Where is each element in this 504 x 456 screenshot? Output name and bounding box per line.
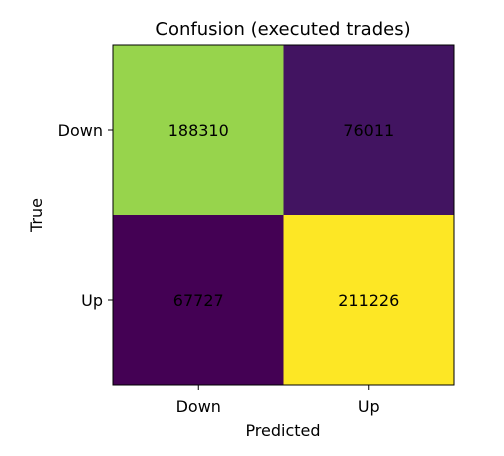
heatmap-cell	[283, 45, 454, 215]
heatmap-cells	[113, 45, 454, 385]
y-tick-label: Down	[58, 121, 103, 140]
y-tick-label: Up	[81, 291, 103, 310]
y-axis-label: True	[27, 198, 46, 233]
cell-value-label: 67727	[173, 291, 224, 310]
chart-title: Confusion (executed trades)	[155, 19, 410, 40]
y-axis-ticks: Down Up	[58, 121, 113, 310]
heatmap-cell	[113, 45, 284, 215]
heatmap-cell	[283, 215, 454, 385]
cell-value-labels: 188310 76011 67727 211226	[168, 121, 400, 310]
plot-frame	[112, 44, 455, 386]
cell-value-label: 76011	[343, 121, 394, 140]
x-axis-ticks: Down Up	[176, 385, 380, 416]
cell-value-label: 211226	[338, 291, 399, 310]
x-tick-label: Down	[176, 397, 221, 416]
x-axis-label: Predicted	[245, 421, 320, 440]
cell-value-label: 188310	[168, 121, 229, 140]
x-tick-label: Up	[358, 397, 380, 416]
heatmap-cell	[113, 215, 284, 385]
